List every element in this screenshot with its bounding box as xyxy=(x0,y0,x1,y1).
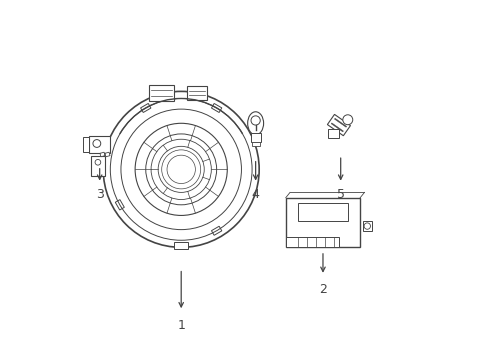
Polygon shape xyxy=(331,123,343,132)
Polygon shape xyxy=(83,138,89,152)
Polygon shape xyxy=(187,86,207,100)
Polygon shape xyxy=(286,198,360,247)
Polygon shape xyxy=(149,85,174,101)
Text: 1: 1 xyxy=(177,319,185,332)
Polygon shape xyxy=(327,114,350,136)
Polygon shape xyxy=(252,142,260,146)
Polygon shape xyxy=(251,133,261,142)
Polygon shape xyxy=(335,118,346,127)
Polygon shape xyxy=(328,130,339,138)
Text: 5: 5 xyxy=(337,188,344,201)
Text: 2: 2 xyxy=(319,283,327,296)
Text: 4: 4 xyxy=(252,188,260,201)
Polygon shape xyxy=(174,242,188,249)
Polygon shape xyxy=(100,152,105,157)
Circle shape xyxy=(343,115,353,125)
Polygon shape xyxy=(105,152,110,157)
Polygon shape xyxy=(286,237,339,247)
Polygon shape xyxy=(298,203,348,221)
Polygon shape xyxy=(363,221,372,231)
Ellipse shape xyxy=(247,112,264,135)
Polygon shape xyxy=(89,136,110,153)
Text: 3: 3 xyxy=(96,188,103,201)
Polygon shape xyxy=(91,156,105,176)
